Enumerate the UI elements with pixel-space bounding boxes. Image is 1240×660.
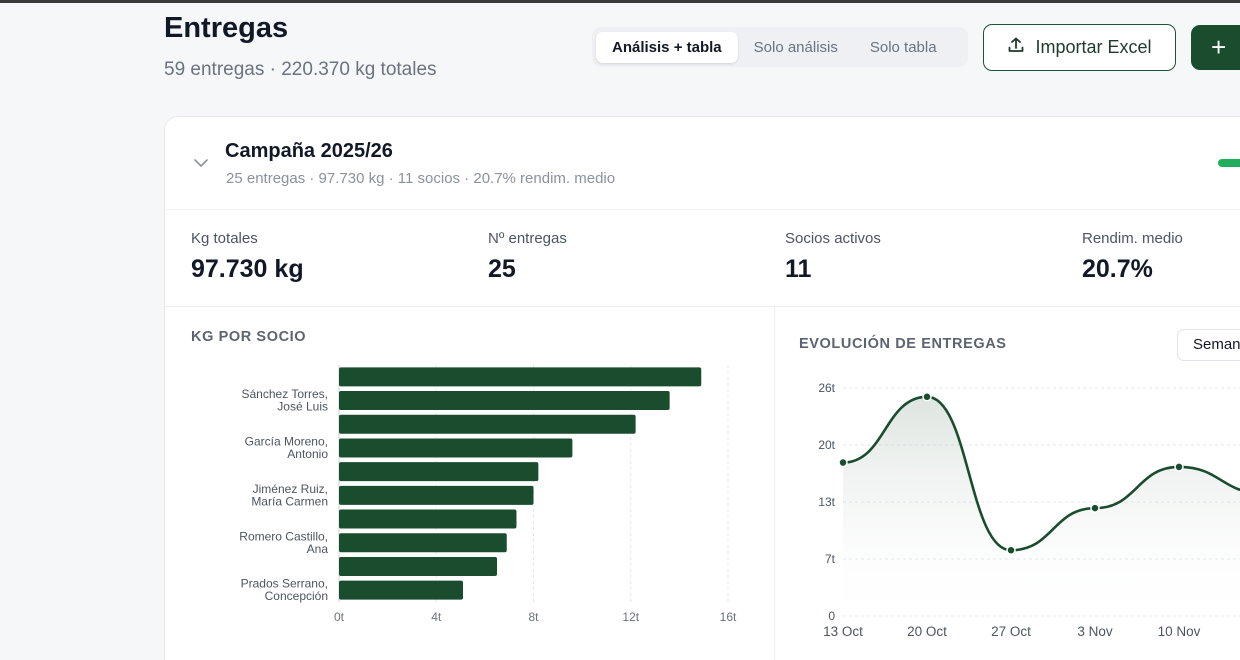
chevron-down-icon[interactable] [193,155,209,173]
bar [339,462,539,482]
y-tick-label: 13t [818,495,835,509]
add-entry-button[interactable]: + [1191,25,1240,70]
window-top-border [0,0,1240,3]
bar [339,533,507,553]
line-chart-title: EVOLUCIÓN DE ENTREGAS [799,336,1007,352]
y-category-label: García Moreno, Antonio [245,434,329,461]
x-tick-label: 8t [528,610,539,624]
data-point [1174,462,1184,472]
evolucion-entregas-chart: 0 7t 13t 20t 26t 13 Oct 20 Oct 27 Oct 3 Nov 10 No… [818,381,1240,639]
bar [339,485,534,505]
x-tick-label: 27 Oct [991,624,1031,639]
data-point [1006,545,1016,555]
page-title: Entregas [164,12,289,44]
data-point [838,457,848,468]
y-category-label: Jiménez Ruiz, María Carmen [251,482,328,509]
x-tick-label: 20 Oct [907,624,947,639]
bar [339,391,670,411]
bar [339,438,573,458]
view-option-table-only[interactable]: Solo tabla [869,38,937,56]
campaign-card: Campaña 2025/26 25 entregas · 97.730 kg … [164,116,1240,660]
stat-socios-activos: Socios activos 11 [785,230,881,284]
import-excel-button[interactable]: Importar Excel [983,24,1176,71]
stat-label: Rendim. medio [1082,230,1183,247]
stat-label: Kg totales [191,230,258,247]
x-tick-label: 12t [622,610,639,624]
bar [339,580,463,600]
page-subtitle: 59 entregas · 220.370 kg totales [164,59,437,80]
campaign-stats: Kg totales 97.730 kg Nº entregas 25 Soci… [165,209,1240,307]
campaign-progress-bar [1218,159,1240,167]
x-tick-label: 10 Nov [1158,624,1201,639]
y-category-label: Romero Castillo, Ana [239,529,328,556]
y-tick-label: 0 [828,609,835,623]
view-option-analysis-only[interactable]: Solo análisis [753,38,838,56]
bar [339,509,517,529]
campaign-title: Campaña 2025/26 [225,140,393,162]
import-excel-label: Importar Excel [1035,37,1152,57]
y-tick-label: 7t [825,552,836,566]
upload-icon [1007,36,1025,59]
y-tick-label: 20t [818,438,835,452]
series-area [843,396,1240,616]
stat-value: 25 [488,255,516,283]
y-category-label: Prados Serrano, Concepción [241,577,328,604]
bar [339,367,702,387]
x-tick-label: 3 Nov [1077,624,1113,639]
kg-por-socio-chart: 0t 4t 8t 12t 16t Sánchez Torres, José Luis Garc… [239,365,737,624]
y-tick-label: 26t [818,381,835,395]
stat-value: 11 [785,255,812,283]
bar-chart-title: KG POR SOCIO [191,329,307,345]
x-tick-label: 0t [334,610,345,624]
x-tick-label: 13 Oct [823,624,863,639]
y-category-label: Sánchez Torres, José Luis [242,387,329,414]
bar [339,414,636,434]
stat-value: 20.7% [1082,255,1153,283]
x-tick-label: 4t [431,610,442,624]
stat-num-entregas: Nº entregas 25 [488,230,567,284]
stat-rendimiento-medio: Rendim. medio 20.7% [1082,230,1183,284]
stat-value: 97.730 kg [191,255,304,283]
view-option-analysis-table[interactable]: Análisis + tabla [596,31,738,63]
stat-label: Socios activos [785,230,881,247]
data-point [1090,503,1100,513]
view-mode-toggle: Análisis + tabla Solo análisis Solo tabl… [592,27,968,67]
plus-icon: + [1211,32,1227,62]
data-point [922,392,932,402]
stat-kg-totales: Kg totales 97.730 kg [191,230,304,284]
bar [339,556,498,576]
period-select-button[interactable]: Seman [1177,329,1240,361]
x-tick-label: 16t [720,610,737,624]
campaign-header[interactable]: Campaña 2025/26 25 entregas · 97.730 kg … [165,117,1240,209]
campaign-summary: 25 entregas · 97.730 kg · 11 socios · 20… [226,170,616,187]
panel-divider [774,307,775,660]
stat-label: Nº entregas [488,230,567,247]
